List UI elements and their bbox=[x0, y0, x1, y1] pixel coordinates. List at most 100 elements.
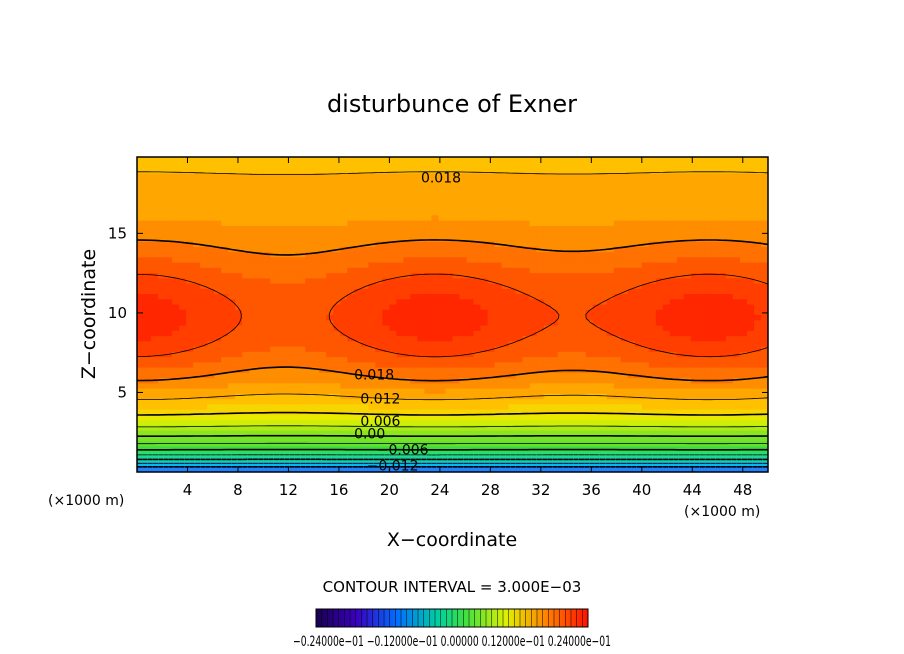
field-cell bbox=[669, 340, 678, 347]
field-cell bbox=[578, 277, 587, 284]
field-cell bbox=[333, 367, 341, 373]
field-cell bbox=[158, 382, 166, 389]
field-cell bbox=[179, 283, 187, 289]
field-cell bbox=[697, 262, 706, 268]
field-cell bbox=[179, 451, 187, 457]
field-cell bbox=[634, 340, 643, 347]
field-cell bbox=[459, 283, 468, 289]
field-cell bbox=[200, 277, 208, 284]
field-cell bbox=[459, 319, 468, 326]
field-cell bbox=[459, 340, 468, 347]
field-cell bbox=[431, 393, 440, 400]
field-cell bbox=[326, 314, 334, 321]
field-cell bbox=[165, 298, 173, 305]
field-cell bbox=[228, 398, 236, 405]
field-cell bbox=[403, 361, 412, 368]
field-cell bbox=[711, 157, 720, 163]
field-cell bbox=[277, 367, 285, 373]
field-cell bbox=[515, 430, 524, 436]
field-cell bbox=[347, 298, 355, 305]
field-cell bbox=[242, 241, 250, 247]
field-cell bbox=[403, 346, 412, 352]
field-cell bbox=[228, 172, 236, 179]
field-cell bbox=[214, 262, 222, 268]
field-cell bbox=[550, 314, 559, 321]
field-cell bbox=[312, 382, 320, 389]
field-cell bbox=[410, 214, 419, 221]
field-cell bbox=[172, 388, 180, 394]
field-cell bbox=[403, 157, 412, 163]
field-cell bbox=[368, 304, 376, 310]
field-cell bbox=[676, 330, 685, 337]
field-cell bbox=[144, 209, 152, 216]
field-cell bbox=[494, 319, 503, 326]
field-cell bbox=[193, 288, 201, 295]
field-cell bbox=[193, 188, 201, 195]
field-cell bbox=[550, 398, 559, 405]
field-cell bbox=[536, 225, 545, 232]
field-cell bbox=[487, 367, 496, 373]
field-cell bbox=[578, 262, 587, 268]
field-cell bbox=[284, 256, 292, 263]
field-cell bbox=[214, 167, 222, 174]
field-cell bbox=[690, 382, 699, 389]
field-cell bbox=[382, 372, 390, 379]
field-cell bbox=[417, 445, 426, 452]
field-cell bbox=[508, 162, 517, 169]
field-cell bbox=[193, 304, 201, 310]
field-cell bbox=[361, 403, 369, 410]
field-cell bbox=[256, 220, 264, 226]
field-cell bbox=[270, 304, 278, 310]
field-cell bbox=[382, 172, 390, 179]
field-cell bbox=[550, 435, 559, 442]
field-cell bbox=[312, 214, 320, 221]
field-cell bbox=[508, 335, 517, 342]
field-cell bbox=[319, 162, 327, 169]
field-cell bbox=[697, 414, 706, 421]
field-cell bbox=[193, 172, 201, 179]
field-cell bbox=[382, 330, 390, 337]
field-cell bbox=[165, 409, 173, 415]
field-cell bbox=[193, 351, 201, 358]
field-cell bbox=[669, 298, 678, 305]
field-cell bbox=[256, 167, 264, 174]
field-cell bbox=[473, 335, 482, 342]
field-cell bbox=[221, 372, 229, 379]
field-cell bbox=[571, 319, 580, 326]
field-cell bbox=[487, 451, 496, 457]
field-cell bbox=[165, 319, 173, 326]
field-cell bbox=[697, 325, 706, 331]
field-cell bbox=[487, 199, 496, 205]
field-cell bbox=[466, 330, 475, 337]
field-cell bbox=[347, 361, 355, 368]
field-cell bbox=[305, 267, 313, 274]
field-cell bbox=[263, 346, 271, 352]
field-cell bbox=[137, 167, 145, 174]
field-cell bbox=[683, 277, 692, 284]
field-cell bbox=[396, 246, 405, 253]
field-cell bbox=[669, 414, 678, 421]
field-cell bbox=[165, 403, 173, 410]
field-cell bbox=[340, 314, 348, 321]
field-cell bbox=[508, 377, 517, 384]
field-cell bbox=[228, 167, 236, 174]
field-cell bbox=[620, 293, 629, 300]
field-cell bbox=[711, 172, 720, 179]
field-cell bbox=[627, 304, 636, 310]
field-cell bbox=[585, 424, 594, 431]
field-cell bbox=[704, 346, 713, 352]
field-cell bbox=[417, 409, 426, 415]
field-cell bbox=[718, 419, 727, 426]
field-cell bbox=[613, 293, 622, 300]
field-cell bbox=[151, 461, 159, 468]
field-cell bbox=[291, 309, 299, 316]
field-cell bbox=[501, 356, 510, 363]
field-cell bbox=[354, 214, 362, 221]
field-cell bbox=[690, 309, 699, 316]
field-cell bbox=[508, 199, 517, 205]
field-cell bbox=[501, 167, 510, 174]
field-cell bbox=[459, 309, 468, 316]
field-cell bbox=[277, 351, 285, 358]
field-cell bbox=[592, 220, 601, 226]
field-cell bbox=[396, 272, 405, 279]
